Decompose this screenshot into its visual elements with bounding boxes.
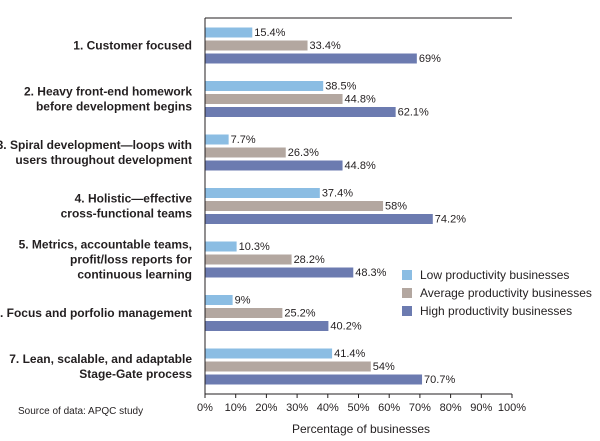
bar-value-label: 26.3% bbox=[288, 147, 319, 159]
category-label: before development begins bbox=[36, 100, 192, 114]
x-tick-label: 30% bbox=[286, 402, 308, 414]
category-label: 5. Metrics, accountable teams, bbox=[19, 238, 192, 252]
bar-value-label: 40.2% bbox=[330, 321, 361, 333]
bar bbox=[205, 241, 237, 252]
category-label: users throughout development bbox=[15, 153, 192, 167]
bar bbox=[205, 94, 343, 104]
bar bbox=[205, 308, 283, 318]
x-tick-label: 0% bbox=[197, 402, 213, 414]
bar-value-label: 44.8% bbox=[345, 94, 376, 106]
bar-value-label: 10.3% bbox=[239, 241, 270, 253]
x-tick-label: 50% bbox=[347, 402, 369, 414]
bar-value-label: 9% bbox=[235, 295, 251, 307]
category-label: profit/loss reports for bbox=[70, 253, 192, 267]
legend-swatch bbox=[402, 306, 412, 316]
bar-value-label: 69% bbox=[419, 53, 441, 65]
legend-swatch bbox=[402, 288, 412, 298]
bar bbox=[205, 295, 233, 305]
bar-value-label: 74.2% bbox=[435, 214, 466, 226]
bar bbox=[205, 374, 423, 385]
bar bbox=[205, 27, 253, 38]
bar-value-label: 33.4% bbox=[310, 40, 341, 52]
category-label: 4. Holistic—effective bbox=[75, 192, 193, 206]
category-label: 7. Lean, scalable, and adaptable bbox=[9, 352, 192, 366]
bar-value-label: 38.5% bbox=[325, 81, 356, 93]
category-labels: 1. Customer focused 2. Heavy front-end ho… bbox=[0, 39, 192, 382]
bars-layer: 15.4%33.4%69%38.5%44.8%62.1%7.7%26.3%44.… bbox=[205, 27, 466, 386]
legend-label: Low productivity businesses bbox=[420, 268, 569, 282]
x-axis-title: Percentage of businesses bbox=[292, 422, 430, 436]
x-tick-label: 70% bbox=[409, 402, 431, 414]
bar-value-label: 62.1% bbox=[398, 107, 429, 119]
x-tick-label: 80% bbox=[440, 402, 462, 414]
x-tick-label: 20% bbox=[255, 402, 277, 414]
bar-value-label: 25.2% bbox=[284, 308, 315, 320]
bar bbox=[205, 160, 343, 171]
x-tick-label: 100% bbox=[498, 402, 526, 414]
bar bbox=[205, 348, 333, 359]
bar-value-label: 44.8% bbox=[345, 160, 376, 172]
category-label: 6. Focus and porfolio management bbox=[0, 306, 192, 320]
x-tick-label: 10% bbox=[225, 402, 247, 414]
category-label: cross-functional teams bbox=[61, 207, 193, 221]
bar-value-label: 58% bbox=[385, 201, 407, 213]
legend: Low productivity businesses Average produ… bbox=[402, 268, 592, 318]
bar bbox=[205, 81, 324, 91]
legend-label: High productivity businesses bbox=[420, 304, 572, 318]
category-label: continuous learning bbox=[77, 268, 192, 282]
bar bbox=[205, 267, 354, 278]
bar-value-label: 28.2% bbox=[294, 254, 325, 266]
category-label: 3. Spiral development—loops with bbox=[0, 138, 192, 152]
legend-swatch bbox=[402, 270, 412, 280]
bar bbox=[205, 321, 329, 331]
x-tick-label: 60% bbox=[378, 402, 400, 414]
bar bbox=[205, 134, 229, 145]
x-axis: 0% 10% 20% 30% 40% 50% 60% 70% 80% 90% 100% bbox=[197, 17, 526, 414]
bar-value-label: 15.4% bbox=[254, 27, 285, 39]
category-label: 1. Customer focused bbox=[73, 39, 192, 53]
x-tick-label: 40% bbox=[317, 402, 339, 414]
bar bbox=[205, 107, 396, 117]
bar-value-label: 70.7% bbox=[424, 374, 455, 386]
x-tick-label: 90% bbox=[470, 402, 492, 414]
bar-value-label: 7.7% bbox=[231, 134, 256, 146]
bar bbox=[205, 214, 433, 224]
bar-value-label: 48.3% bbox=[355, 267, 386, 279]
bar-value-label: 41.4% bbox=[334, 348, 365, 360]
bar bbox=[205, 201, 384, 211]
bar bbox=[205, 361, 371, 372]
bar bbox=[205, 53, 417, 64]
bar bbox=[205, 254, 292, 265]
bar bbox=[205, 40, 308, 51]
legend-label: Average productivity businesses bbox=[420, 286, 592, 300]
source-note: Source of data: APQC study bbox=[18, 406, 143, 417]
category-label: Stage-Gate process bbox=[79, 367, 192, 381]
category-label: 2. Heavy front-end homework bbox=[24, 85, 192, 99]
bar bbox=[205, 147, 286, 158]
bar bbox=[205, 188, 320, 198]
bar-value-label: 37.4% bbox=[322, 188, 353, 200]
bar-value-label: 54% bbox=[373, 361, 395, 373]
